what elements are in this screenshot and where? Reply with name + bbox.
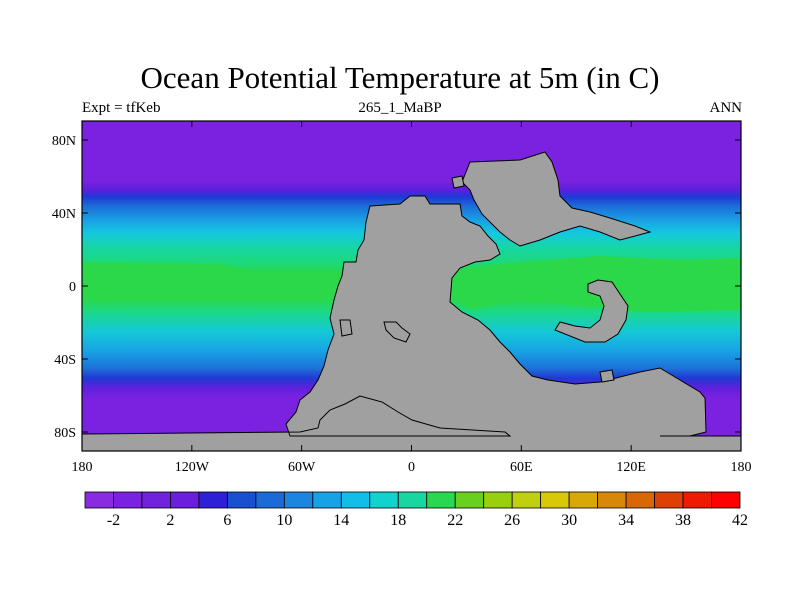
landmass-north-block xyxy=(461,151,652,247)
y-tick-label: 0 xyxy=(69,280,76,295)
colorbar-swatch xyxy=(682,491,712,509)
x-tick-label: 0 xyxy=(408,460,415,475)
x-tick-label: 60W xyxy=(288,460,316,475)
colorbar-swatch xyxy=(226,491,257,509)
colorbar-swatch xyxy=(141,491,171,509)
y-tick-label: 80N xyxy=(52,134,76,149)
colorbar-swatch xyxy=(483,491,513,509)
y-tick-label: 40S xyxy=(54,353,76,368)
colorbar-swatch xyxy=(198,491,228,509)
experiment-label: Expt = tfKeb xyxy=(82,100,161,116)
colorbar-swatch xyxy=(84,491,114,509)
colorbar-swatch xyxy=(711,491,741,509)
colorbar-label: 42 xyxy=(732,512,748,529)
colorbar-swatch xyxy=(255,491,285,509)
island-north-small xyxy=(451,175,465,189)
land-masses xyxy=(82,151,741,451)
colorbar-swatch xyxy=(340,491,371,509)
colorbar: -2 2 6 10 14 18 22 26 30 34 38 42 xyxy=(84,491,748,529)
y-tick-label: 80S xyxy=(54,426,76,441)
map-area xyxy=(82,121,741,451)
colorbar-label: 14 xyxy=(333,512,349,529)
colorbar-label: 26 xyxy=(504,512,520,529)
colorbar-label: 22 xyxy=(447,512,463,529)
island-arc-east xyxy=(554,279,629,343)
colorbar-swatch xyxy=(312,491,342,509)
x-tick-label: 60E xyxy=(510,460,533,475)
colorbar-swatch xyxy=(511,491,542,509)
colorbar-swatch xyxy=(170,491,200,509)
y-tick-label: 40N xyxy=(52,207,76,222)
colorbar-swatch xyxy=(568,491,599,509)
x-tick-label: 120E xyxy=(616,460,646,475)
map-axes: 80N 40N 0 40S 80S 180 120W 60W 0 60E 120E 180 xyxy=(52,121,752,475)
island-central xyxy=(383,321,411,343)
colorbar-swatch xyxy=(454,491,485,509)
colorbar-label: 30 xyxy=(561,512,577,529)
plot-title: Ocean Potential Temperature at 5m (in C) xyxy=(140,60,660,95)
colorbar-swatch xyxy=(654,491,684,509)
landmass-pangea xyxy=(82,195,741,451)
x-tick-label: 180 xyxy=(731,460,752,475)
colorbar-swatch xyxy=(597,491,627,509)
island-west xyxy=(339,319,353,337)
island-south-east xyxy=(599,369,615,383)
period-label: 265_1_MaBP xyxy=(358,100,442,116)
colorbar-label: 34 xyxy=(618,512,634,529)
colorbar-label: 6 xyxy=(223,512,231,529)
colorbar-swatch xyxy=(426,491,456,509)
colorbar-swatch xyxy=(369,491,399,509)
colorbar-swatch xyxy=(113,491,143,509)
colorbar-label: 18 xyxy=(390,512,406,529)
colorbar-swatch xyxy=(625,491,655,509)
colorbar-swatch xyxy=(397,491,428,509)
warm-pool-west xyxy=(82,262,260,298)
colorbar-label: 10 xyxy=(276,512,292,529)
season-label: ANN xyxy=(709,100,743,116)
x-tick-label: 120W xyxy=(175,460,210,475)
colorbar-swatch xyxy=(540,491,570,509)
colorbar-label: -2 xyxy=(107,512,120,529)
colorbar-swatch xyxy=(283,491,314,509)
x-tick-label: 180 xyxy=(72,460,93,475)
colorbar-label: 2 xyxy=(166,512,174,529)
colorbar-label: 38 xyxy=(675,512,691,529)
